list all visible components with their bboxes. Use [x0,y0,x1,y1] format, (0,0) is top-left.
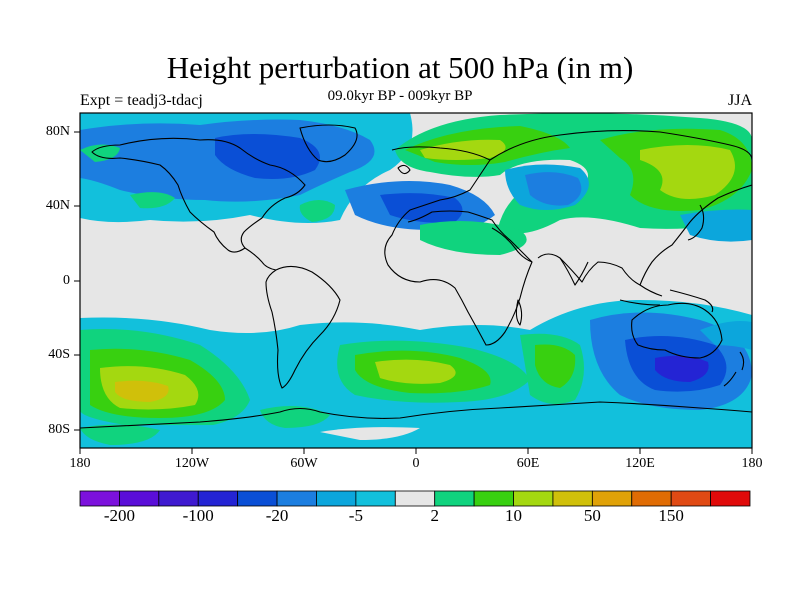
colorbar-tick-label: -200 [103,506,135,525]
colorbar-swatch [316,490,357,507]
colorbar-swatch [710,490,751,507]
madagascar-coast [515,299,523,326]
experiment-label: Expt = teadj3-tdacj [80,92,203,109]
lat-tick-80n: 80N [45,124,70,139]
north-america-coast [91,137,306,253]
central-america-coast [244,247,277,271]
nh-negative-anomaly [80,113,495,231]
colorbar-swatch [434,490,475,507]
lon-tick-60e: 60E [516,456,540,471]
south-america-coast [265,265,341,389]
lat-tick-80s: 80S [48,422,70,437]
sh-anomaly-band [80,300,752,448]
colorbar-tick-label: -20 [265,506,289,525]
colorbar-swatch [237,490,278,507]
lat-tick-40s: 40S [48,347,70,362]
colorbar-swatch [670,490,711,507]
lon-tick-60w: 60W [290,456,318,471]
new-zealand-coast [723,351,745,387]
greenland-coast [299,124,358,163]
colorbar-swatch [631,490,672,507]
colorbar-tick-label: 150 [658,506,684,525]
lon-tick-120e: 120E [625,456,655,471]
lon-tick-180e: 180 [741,456,763,471]
height-perturbation-field [80,113,752,448]
colorbar-tick-label: -5 [348,506,363,525]
colorbar-swatch [197,490,239,507]
colorbar-tick-label: 50 [583,506,601,525]
antarctica-coast [80,401,752,429]
europe-africa-coast [384,146,533,346]
british-isles-coast [397,164,411,175]
colorbar-swatch [276,490,317,507]
se-asia-islands [619,284,714,313]
japan-coast [687,204,705,241]
axis-ticks [74,131,753,454]
colorbar-swatch [79,490,120,507]
eurasia-positive-anomaly [395,113,752,255]
colorbar-swatch [355,490,396,507]
lon-tick-0: 0 [412,456,420,471]
lon-tick-180w: 180 [69,456,91,471]
season-label: JJA [727,92,752,109]
australia-coast [631,302,723,359]
arabia-coast [491,227,533,263]
colorbar-tick-label: -100 [182,506,214,525]
colorbar-swatch [394,490,436,507]
india-coast [559,257,589,286]
lon-tick-120w: 120W [174,456,210,471]
colorbar-tick-label: 10 [505,506,523,525]
colorbar-swatch [158,490,199,507]
figure-subtitle: 09.0kyr BP - 009kyr BP [327,88,473,104]
colorbar-tick-label: 2 [430,506,439,525]
nh-subtropical-blob [130,192,175,209]
colorbar-swatch [473,490,514,507]
lat-tick-40n: 40N [45,198,70,213]
lat-tick-0: 0 [63,273,70,288]
colorbar [79,490,751,507]
coastlines [80,124,752,429]
colorbar-swatch [513,490,554,507]
figure-title: Height perturbation at 500 hPa (in m) [166,50,634,85]
colorbar-swatch [591,490,633,507]
colorbar-swatch [119,490,160,507]
colorbar-swatch [552,490,593,507]
